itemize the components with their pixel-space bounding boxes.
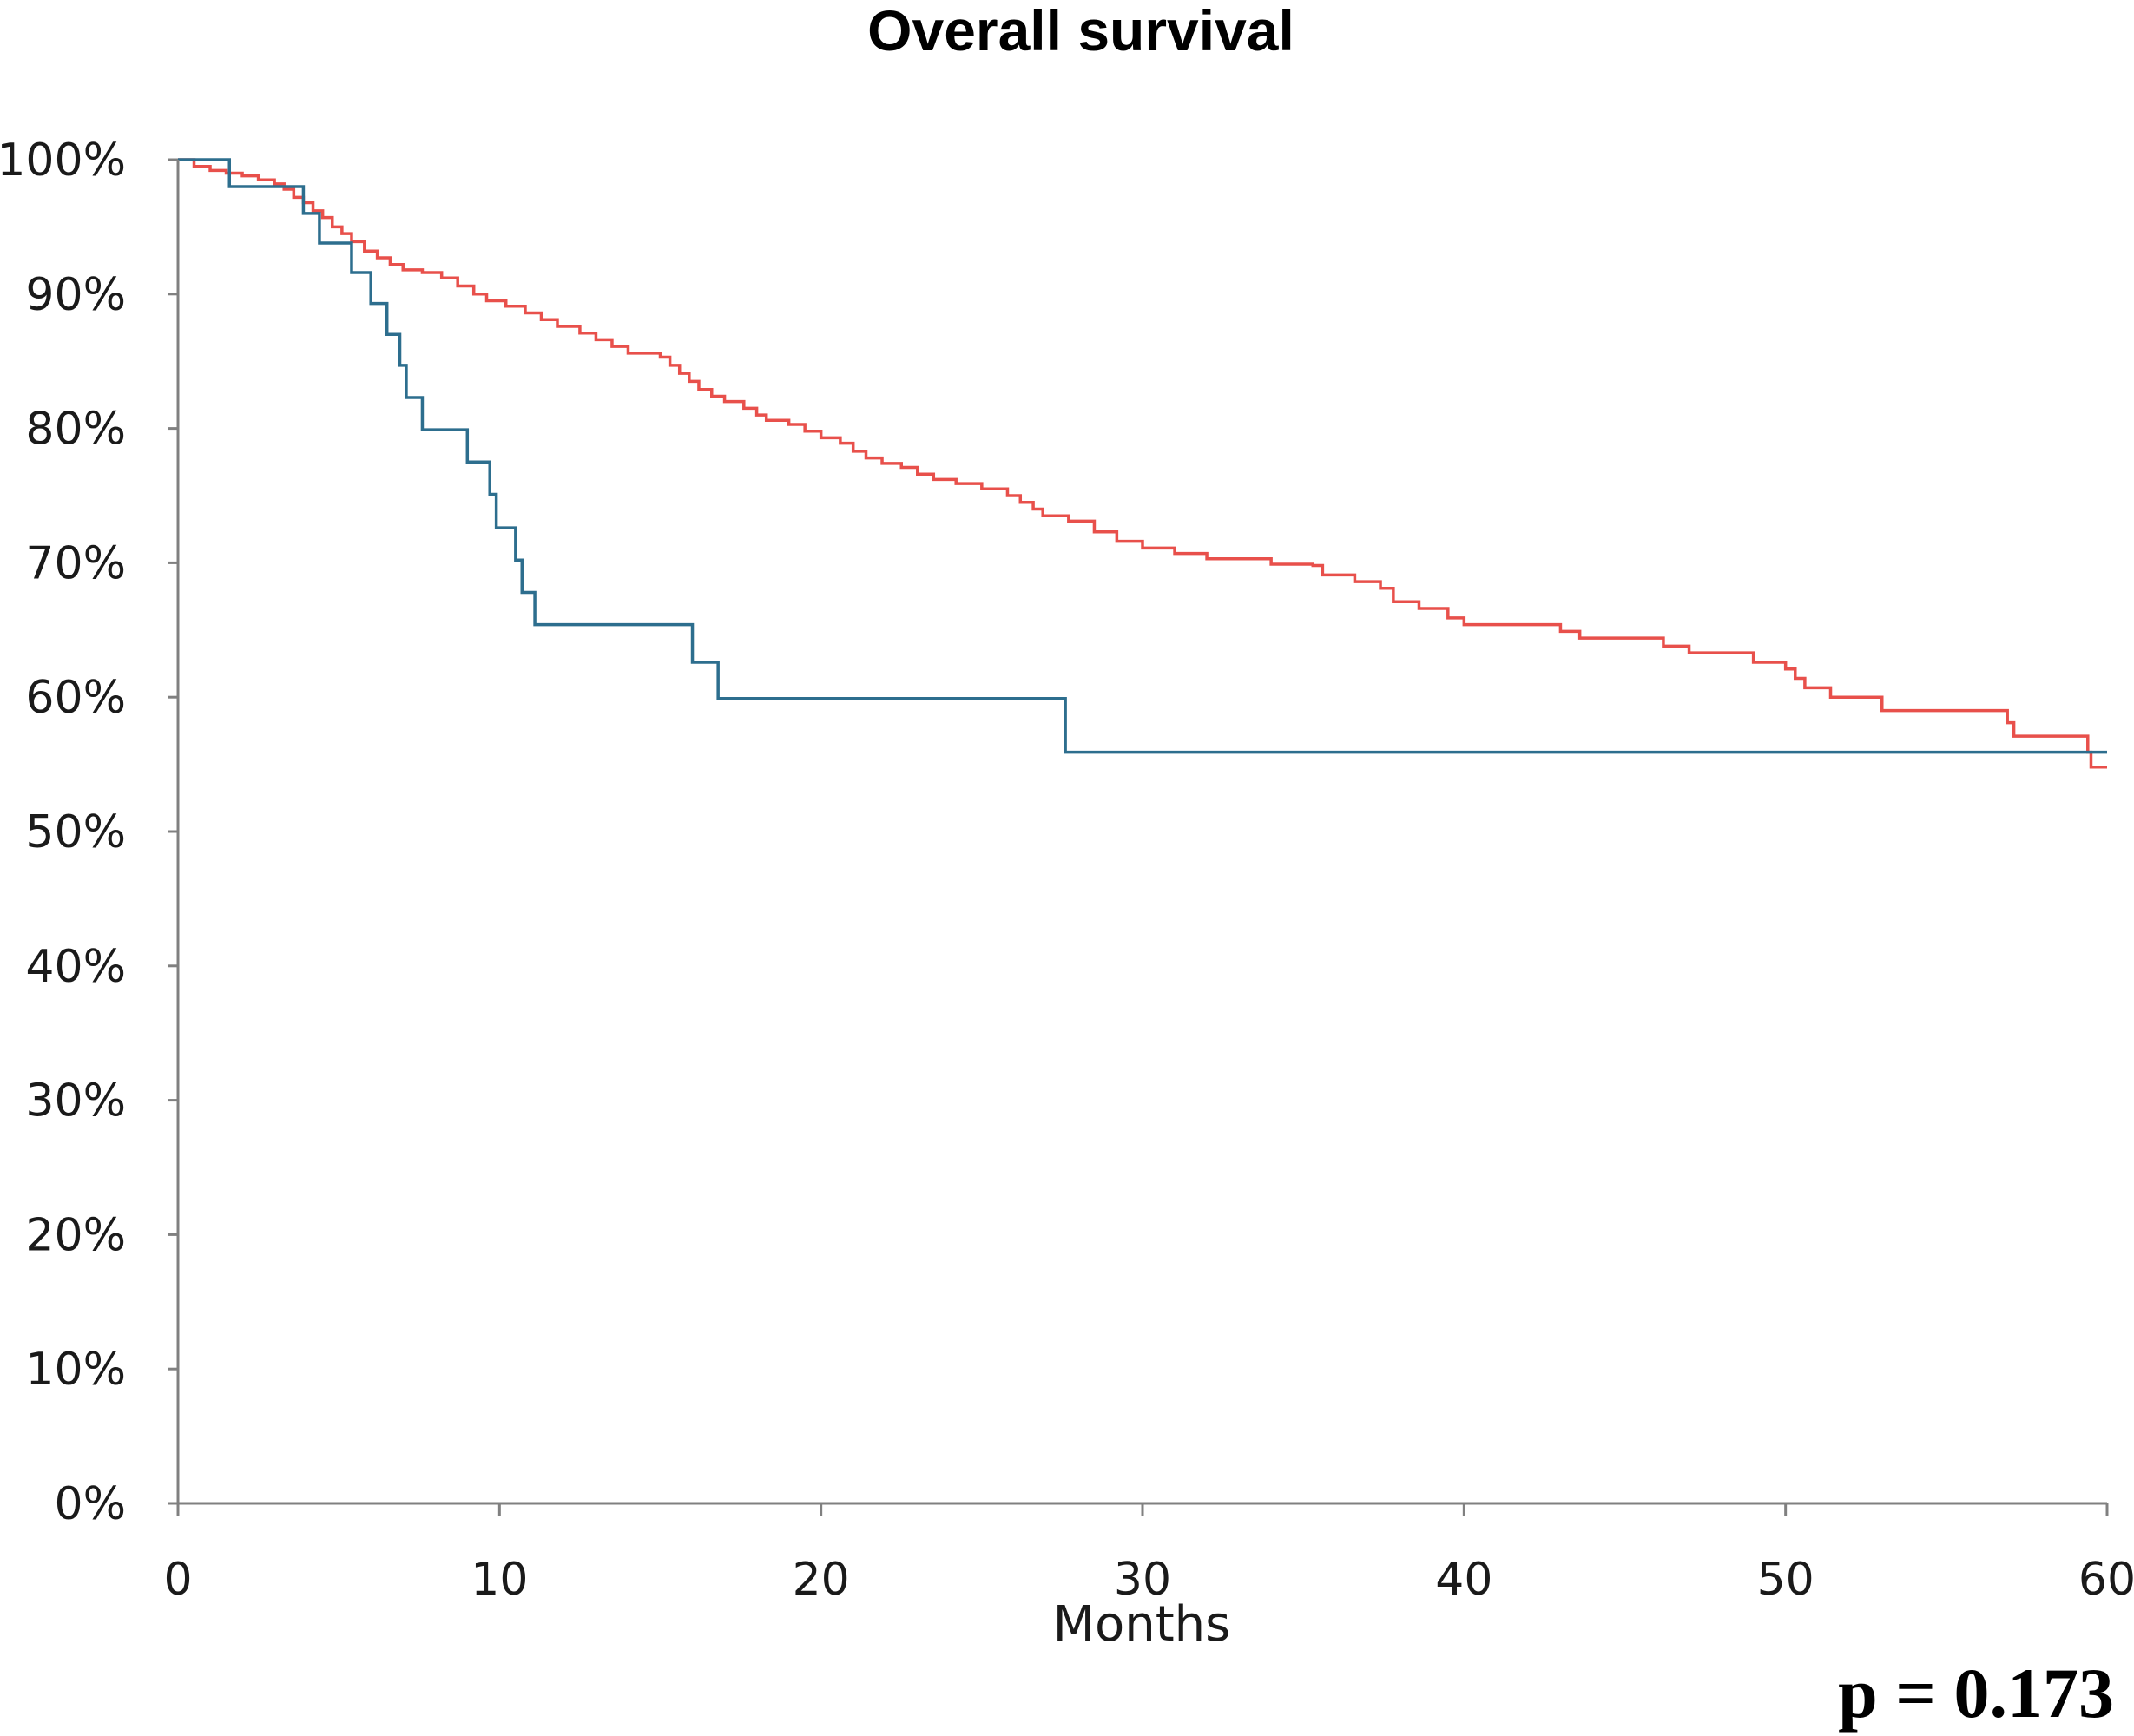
y-tick-label: 40% bbox=[25, 941, 126, 993]
x-tick-label: 20 bbox=[793, 1554, 850, 1606]
x-tick-label: 50 bbox=[1757, 1554, 1815, 1606]
x-axis-label: Months bbox=[1053, 1596, 1231, 1653]
y-tick-label: 50% bbox=[25, 806, 126, 858]
y-tick-label: 30% bbox=[25, 1075, 126, 1128]
p-value-annotation: p = 0.173 bbox=[1838, 1654, 2114, 1733]
y-tick-label: 80% bbox=[25, 404, 126, 456]
y-tick-label: 20% bbox=[25, 1209, 126, 1261]
survival-curve-1 bbox=[178, 158, 2107, 769]
y-tick-label: 90% bbox=[25, 269, 126, 321]
y-tick-label: 60% bbox=[25, 672, 126, 724]
x-tick-label: 10 bbox=[471, 1554, 528, 1606]
survival-curves bbox=[178, 158, 2107, 769]
y-tick-label: 10% bbox=[25, 1344, 126, 1396]
y-tick-label: 100% bbox=[0, 135, 126, 187]
x-tick-label: 0 bbox=[163, 1554, 192, 1606]
x-tick-label: 30 bbox=[1114, 1554, 1171, 1606]
chart-title: Overall survival bbox=[867, 0, 1294, 62]
survival-curve-2 bbox=[178, 158, 2107, 754]
x-axis-ticks: 0 10 20 30 40 50 60 bbox=[163, 1503, 2134, 1606]
x-tick-label: 60 bbox=[2078, 1554, 2134, 1606]
y-tick-label: 0% bbox=[55, 1478, 127, 1530]
y-axis-ticks: 0% 10% 20% 30% 40% 50% 60% 70% 80% 90% 100% bbox=[0, 135, 178, 1530]
y-tick-label: 70% bbox=[25, 537, 126, 589]
x-tick-label: 40 bbox=[1435, 1554, 1492, 1606]
